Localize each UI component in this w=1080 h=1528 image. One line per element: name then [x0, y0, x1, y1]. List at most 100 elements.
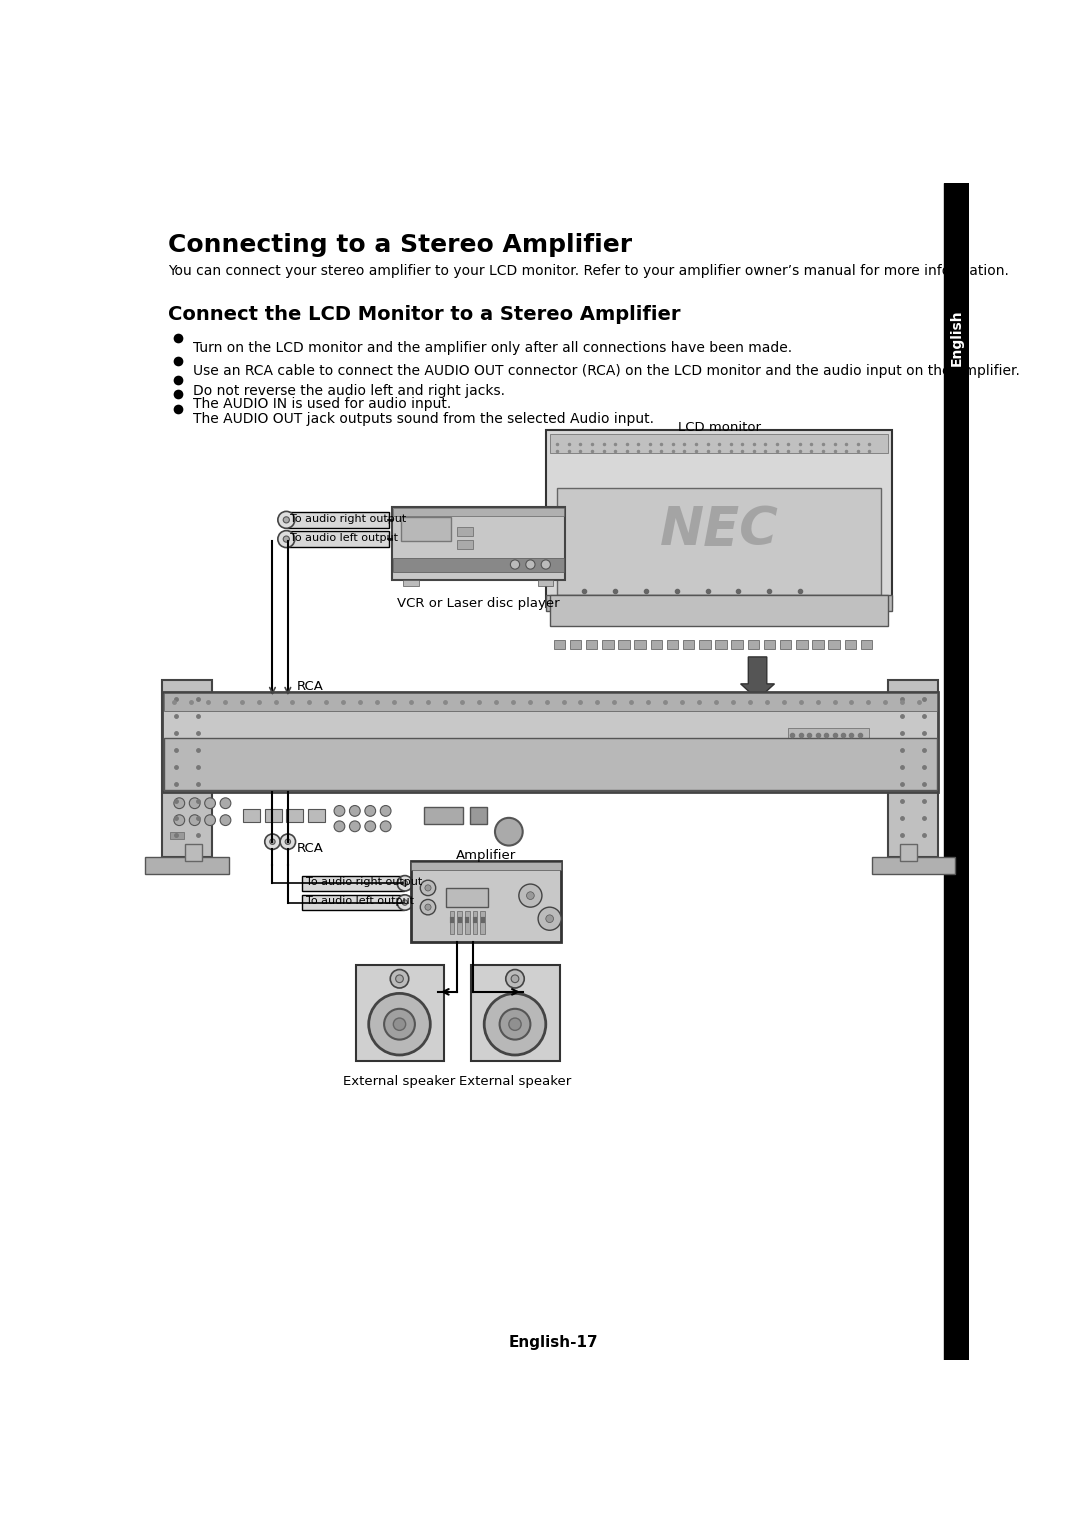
- Text: LCD monitor: LCD monitor: [677, 420, 760, 434]
- Circle shape: [527, 892, 535, 900]
- Circle shape: [265, 834, 280, 850]
- Bar: [449, 911, 455, 934]
- Circle shape: [541, 559, 551, 568]
- FancyBboxPatch shape: [302, 876, 404, 891]
- Bar: [550, 434, 889, 452]
- Bar: [457, 539, 473, 549]
- FancyBboxPatch shape: [302, 895, 404, 911]
- Bar: [683, 640, 694, 649]
- Bar: [747, 640, 759, 649]
- Text: English-17: English-17: [509, 1334, 598, 1349]
- Circle shape: [280, 834, 296, 850]
- Bar: [308, 808, 325, 822]
- Text: To audio right output: To audio right output: [306, 877, 422, 888]
- Bar: [403, 581, 419, 587]
- Circle shape: [395, 975, 403, 983]
- Circle shape: [380, 821, 391, 831]
- Circle shape: [285, 839, 291, 845]
- Circle shape: [189, 814, 200, 825]
- Polygon shape: [146, 857, 229, 874]
- Circle shape: [402, 880, 407, 886]
- Bar: [393, 558, 564, 571]
- Text: To audio left output: To audio left output: [306, 897, 414, 906]
- Polygon shape: [900, 843, 917, 860]
- Polygon shape: [741, 657, 774, 700]
- Text: NEC: NEC: [660, 504, 779, 556]
- Circle shape: [380, 805, 391, 816]
- Circle shape: [174, 814, 185, 825]
- Circle shape: [205, 814, 216, 825]
- Bar: [585, 640, 597, 649]
- Bar: [602, 640, 613, 649]
- Text: External speaker: External speaker: [459, 1076, 571, 1088]
- Bar: [764, 640, 775, 649]
- Bar: [355, 964, 444, 1060]
- Bar: [618, 640, 630, 649]
- Text: Amplifier: Amplifier: [456, 850, 516, 862]
- Bar: [401, 516, 451, 541]
- Circle shape: [500, 1008, 530, 1039]
- Circle shape: [220, 814, 231, 825]
- Bar: [411, 862, 562, 871]
- Bar: [393, 509, 564, 516]
- Circle shape: [526, 559, 535, 568]
- Bar: [170, 831, 184, 839]
- Circle shape: [350, 805, 361, 816]
- Text: To audio left output: To audio left output: [291, 533, 399, 542]
- Bar: [538, 581, 553, 587]
- Circle shape: [334, 821, 345, 831]
- Bar: [411, 860, 562, 941]
- Bar: [164, 738, 937, 790]
- Circle shape: [278, 512, 295, 529]
- Text: Connecting to a Stereo Amplifier: Connecting to a Stereo Amplifier: [168, 234, 633, 257]
- Bar: [392, 507, 565, 581]
- Circle shape: [220, 798, 231, 808]
- Bar: [634, 640, 646, 649]
- FancyBboxPatch shape: [287, 532, 389, 547]
- Circle shape: [174, 798, 185, 808]
- Bar: [569, 640, 581, 649]
- Bar: [162, 680, 213, 857]
- Bar: [666, 640, 678, 649]
- Bar: [465, 911, 470, 934]
- Bar: [545, 596, 892, 611]
- Bar: [788, 727, 869, 741]
- Bar: [715, 640, 727, 649]
- Circle shape: [402, 900, 407, 905]
- Text: Use an RCA cable to connect the AUDIO OUT connector (RCA) on the LCD monitor and: Use an RCA cable to connect the AUDIO OU…: [193, 364, 1020, 379]
- Bar: [828, 640, 840, 649]
- Bar: [812, 640, 824, 649]
- Bar: [944, 183, 969, 1360]
- Circle shape: [283, 536, 289, 542]
- Bar: [876, 740, 907, 761]
- Text: English: English: [949, 309, 963, 365]
- Bar: [780, 640, 792, 649]
- Bar: [446, 888, 488, 908]
- Bar: [286, 808, 303, 822]
- Circle shape: [270, 839, 275, 845]
- Circle shape: [365, 821, 376, 831]
- Text: You can connect your stereo amplifier to your LCD monitor. Refer to your amplifi: You can connect your stereo amplifier to…: [168, 264, 1010, 278]
- Text: Connect the LCD Monitor to a Stereo Amplifier: Connect the LCD Monitor to a Stereo Ampl…: [168, 306, 681, 324]
- Circle shape: [495, 817, 523, 845]
- Bar: [796, 640, 808, 649]
- Circle shape: [518, 885, 542, 908]
- Text: RCA: RCA: [297, 680, 324, 694]
- Circle shape: [350, 821, 361, 831]
- Text: Turn on the LCD monitor and the amplifier only after all connections have been m: Turn on the LCD monitor and the amplifie…: [193, 341, 793, 354]
- Bar: [162, 692, 939, 792]
- Circle shape: [397, 876, 413, 891]
- Bar: [243, 808, 260, 822]
- Bar: [471, 807, 487, 824]
- Bar: [473, 911, 477, 934]
- Bar: [557, 487, 881, 596]
- Circle shape: [545, 915, 553, 923]
- Text: The AUDIO IN is used for audio input.: The AUDIO IN is used for audio input.: [193, 397, 451, 411]
- Text: VCR or Laser disc player: VCR or Laser disc player: [396, 597, 559, 610]
- Circle shape: [283, 516, 289, 523]
- Circle shape: [397, 895, 413, 911]
- Circle shape: [189, 798, 200, 808]
- Circle shape: [393, 1018, 406, 1030]
- Text: To audio right output: To audio right output: [291, 513, 406, 524]
- Bar: [861, 640, 873, 649]
